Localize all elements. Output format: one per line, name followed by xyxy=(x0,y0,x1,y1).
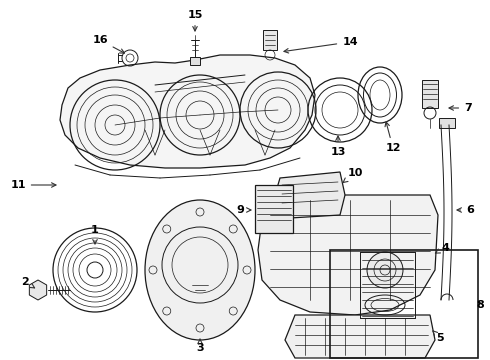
Text: 6: 6 xyxy=(457,205,474,215)
Text: 7: 7 xyxy=(449,103,472,113)
Text: 9: 9 xyxy=(236,205,251,215)
Ellipse shape xyxy=(145,200,255,340)
Polygon shape xyxy=(285,315,435,358)
Text: 12: 12 xyxy=(385,122,401,153)
Text: 1: 1 xyxy=(91,225,99,244)
Polygon shape xyxy=(258,195,438,315)
Text: 13: 13 xyxy=(330,136,345,157)
Text: 10: 10 xyxy=(343,168,363,183)
Bar xyxy=(422,80,438,108)
Text: 11: 11 xyxy=(10,180,56,190)
Bar xyxy=(439,118,455,128)
Text: 4: 4 xyxy=(436,243,449,253)
Bar xyxy=(330,250,478,358)
Text: 5: 5 xyxy=(433,331,444,343)
Text: 14: 14 xyxy=(284,37,358,53)
Bar xyxy=(263,30,277,50)
Text: 3: 3 xyxy=(196,339,204,353)
Bar xyxy=(190,57,200,65)
Circle shape xyxy=(367,252,403,288)
Bar xyxy=(255,185,293,233)
Text: 15: 15 xyxy=(187,10,203,31)
Polygon shape xyxy=(60,55,315,168)
Text: 16: 16 xyxy=(92,35,124,53)
Text: 8: 8 xyxy=(476,300,484,310)
Polygon shape xyxy=(275,172,345,218)
Polygon shape xyxy=(29,280,47,300)
Text: 2: 2 xyxy=(21,277,35,288)
